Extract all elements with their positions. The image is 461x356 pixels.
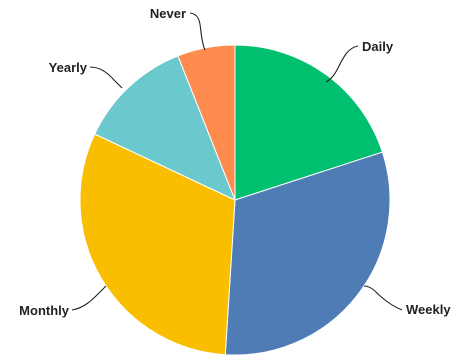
pie-slice-yearly	[94, 55, 236, 201]
leader-line-monthly	[71, 285, 107, 311]
leader-line-daily	[325, 45, 359, 83]
pie-slice-weekly	[224, 151, 391, 356]
label-daily: Daily	[362, 39, 394, 54]
leader-line-yearly	[89, 66, 123, 89]
leader-line-weekly	[363, 285, 403, 311]
label-monthly: Monthly	[19, 303, 70, 318]
label-never: Never	[150, 6, 186, 21]
leader-line-never	[189, 12, 206, 51]
label-leader-lines	[71, 12, 403, 311]
pie-slice-never	[177, 44, 236, 201]
pie-slices	[79, 44, 391, 356]
pie-slice-monthly	[79, 133, 236, 356]
slice-labels: Daily Weekly Monthly Yearly Never	[19, 6, 451, 318]
pie-slice-daily	[234, 44, 384, 201]
label-yearly: Yearly	[49, 60, 88, 75]
label-weekly: Weekly	[406, 302, 451, 317]
